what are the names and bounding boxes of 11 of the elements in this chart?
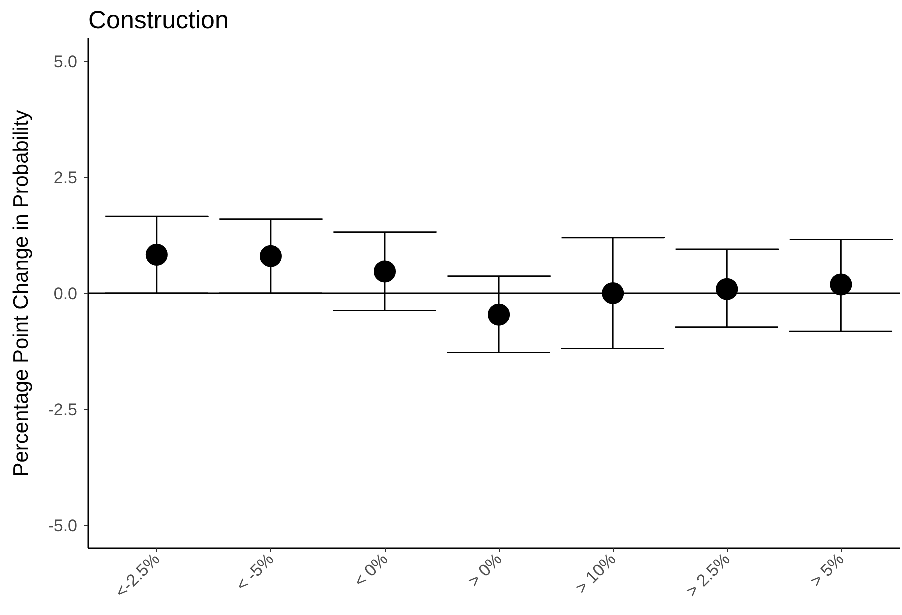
y-axis-title: Percentage Point Change in Probability (10, 110, 34, 477)
x-tick-label: > 0% (464, 550, 506, 591)
x-tick-label: < 0% (350, 550, 392, 591)
x-tick-label: < -5% (232, 550, 278, 595)
y-tick-label: -2.5 (48, 400, 78, 420)
y-tick-label: -5.0 (48, 516, 78, 536)
chart-title: Construction (88, 6, 229, 34)
x-tick-label: > 5% (806, 550, 848, 591)
y-tick-label: 5.0 (54, 52, 78, 72)
y-tick-label: 2.5 (54, 168, 78, 188)
y-tick-label: 0.0 (54, 284, 78, 304)
